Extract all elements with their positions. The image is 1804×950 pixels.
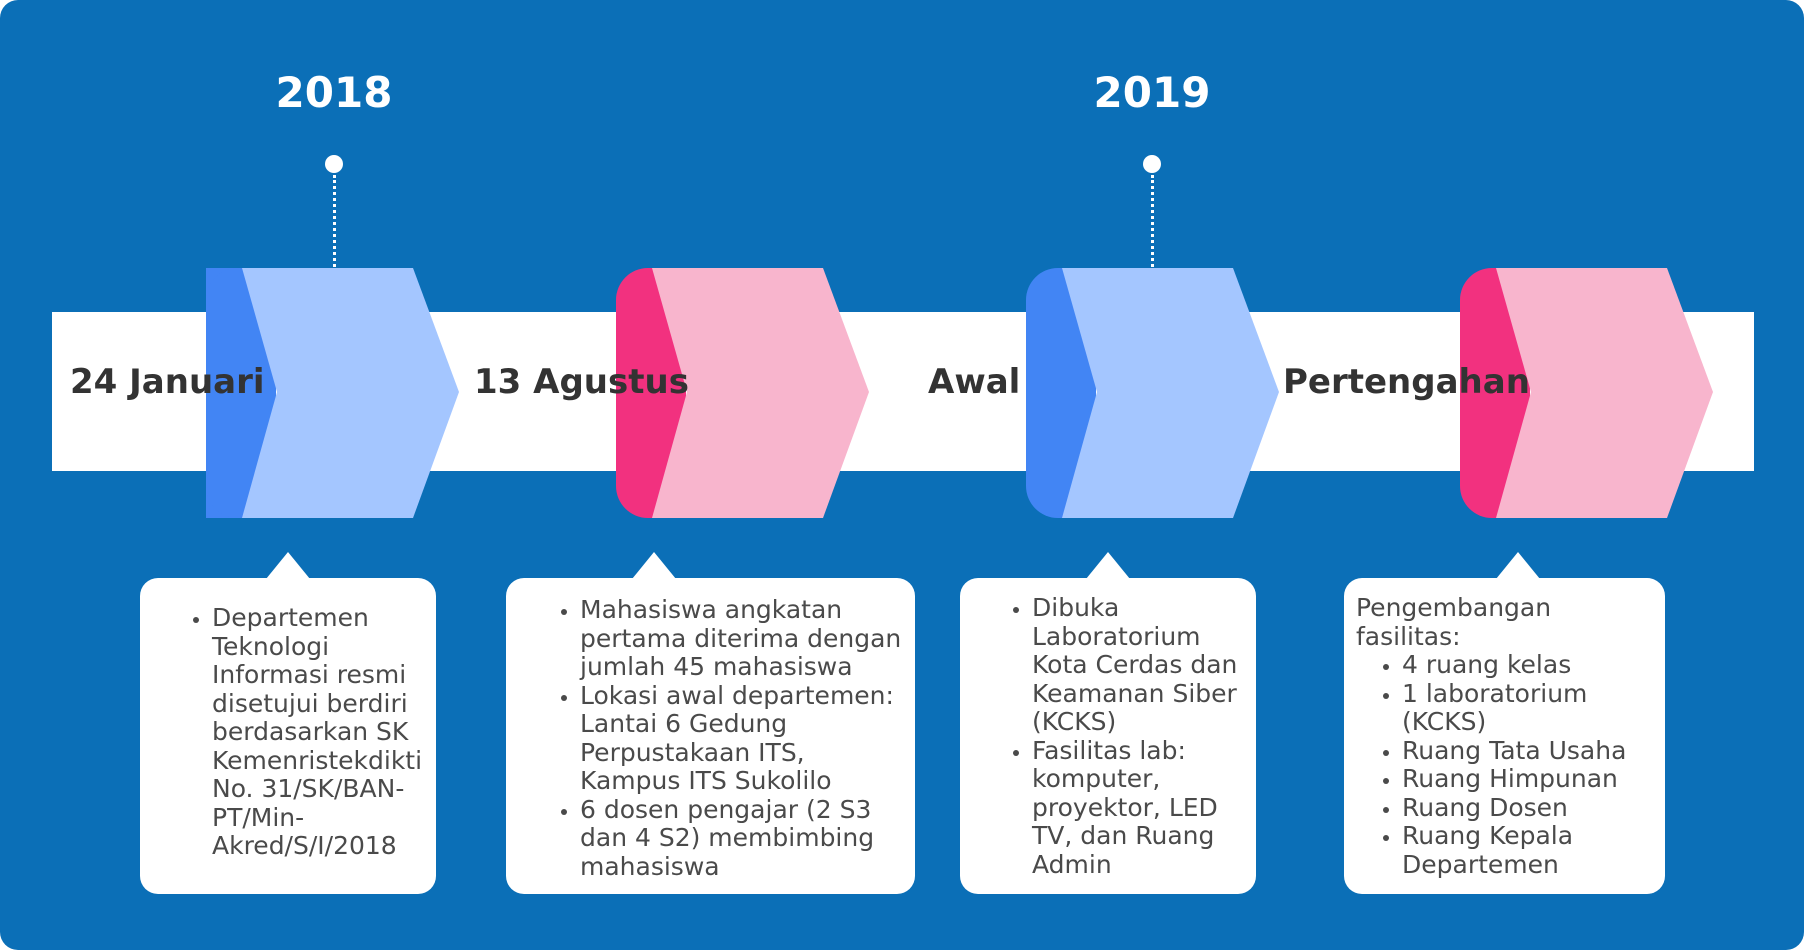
year-2019-dotted-connector — [1151, 175, 1154, 267]
year-2018-dotted-connector — [333, 175, 336, 267]
event-card-2: Mahasiswa angkatan pertama diterima deng… — [506, 552, 915, 894]
timeline-label-pertengahan: Pertengahan — [1283, 362, 1530, 402]
chevron-2-accent-round — [616, 268, 686, 518]
chevron-2-lower-face — [652, 392, 869, 518]
event-card-4-intro: Pengembangan fasilitas: — [1356, 593, 1552, 651]
event-card-2-bullet-2: Lokasi awal departemen: Lantai 6 Gedung … — [580, 681, 907, 796]
chevron-4-lower-face — [1496, 392, 1713, 518]
event-card-4-bullet-1: 4 ruang kelas — [1402, 650, 1659, 680]
event-card-3-bullet-2: Fasilitas lab: komputer, proyektor, LED … — [1032, 736, 1248, 880]
chevron-1-lower-face — [242, 392, 459, 518]
chevron-arrow-2 — [616, 268, 869, 518]
year-2019-marker-dot — [1143, 155, 1161, 173]
chevron-3-accent-round — [1026, 268, 1096, 518]
timeline-label-13-agustus: 13 Agustus — [474, 362, 689, 402]
year-2018-marker-dot — [325, 155, 343, 173]
chevron-4-upper-face — [1496, 268, 1713, 392]
event-card-3: Dibuka Laboratorium Kota Cerdas dan Keam… — [960, 552, 1256, 894]
chevron-4-accent-round — [1460, 268, 1530, 518]
event-card-4: Pengembangan fasilitas: 4 ruang kelas 1 … — [1344, 552, 1665, 894]
event-card-1-bullet-1: Departemen Teknologi Informasi resmi dis… — [212, 603, 428, 861]
year-2018-label: 2018 — [275, 68, 393, 117]
year-2019-label: 2019 — [1093, 68, 1211, 117]
event-card-4-bullet-3: Ruang Tata Usaha — [1402, 736, 1659, 766]
chevron-arrow-3 — [1026, 268, 1279, 518]
event-card-1-list: Departemen Teknologi Informasi resmi dis… — [178, 603, 428, 861]
event-card-4-list: 4 ruang kelas 1 laboratorium (KCKS) Ruan… — [1356, 650, 1659, 879]
event-card-2-list: Mahasiswa angkatan pertama diterima deng… — [546, 595, 907, 882]
timeline-label-24-januari: 24 Januari — [70, 362, 265, 402]
chevron-3-upper-face — [1062, 268, 1279, 392]
chevron-2-upper-face — [652, 268, 869, 392]
event-card-1: Departemen Teknologi Informasi resmi dis… — [140, 552, 436, 894]
timeline-label-awal: Awal — [928, 362, 1021, 402]
event-card-3-bullet-1: Dibuka Laboratorium Kota Cerdas dan Keam… — [1032, 593, 1248, 737]
event-card-2-bullet-3: 6 dosen pengajar (2 S3 dan 4 S2) membimb… — [580, 795, 907, 882]
event-card-4-bullet-4: Ruang Himpunan — [1402, 764, 1659, 794]
event-card-4-bullet-5: Ruang Dosen — [1402, 793, 1659, 823]
chevron-1-upper-face — [242, 268, 459, 392]
event-card-2-bullet-1: Mahasiswa angkatan pertama diterima deng… — [580, 595, 907, 682]
chevron-1-accent-round — [206, 268, 276, 518]
event-card-3-list: Dibuka Laboratorium Kota Cerdas dan Keam… — [998, 593, 1248, 880]
event-card-4-bullet-6: Ruang Kepala Departemen — [1402, 821, 1659, 879]
event-card-4-bullet-2: 1 laboratorium (KCKS) — [1402, 679, 1659, 737]
chevron-arrow-1 — [206, 268, 459, 518]
chevron-3-lower-face — [1062, 392, 1279, 518]
chevron-arrow-4 — [1460, 268, 1713, 518]
